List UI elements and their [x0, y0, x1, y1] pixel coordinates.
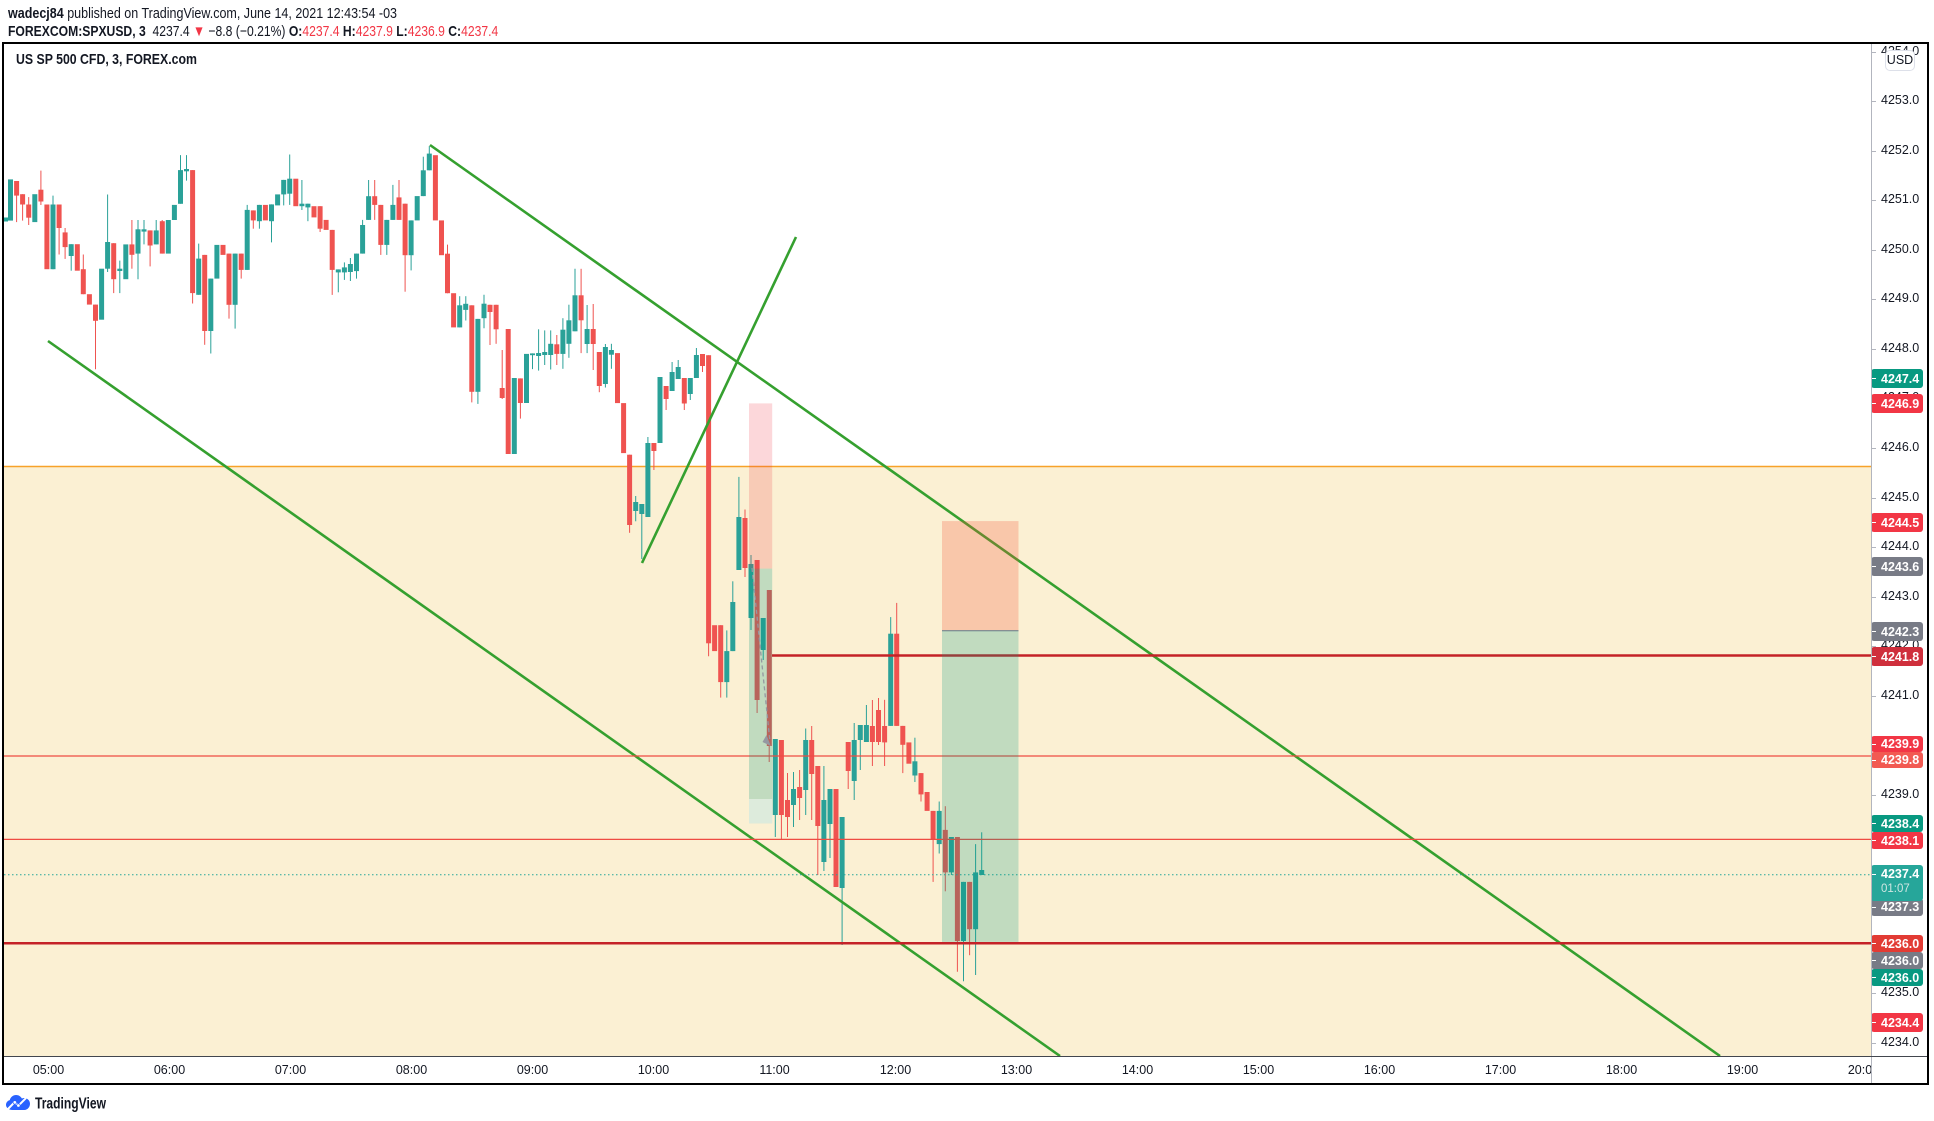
- svg-text:TradingView: TradingView: [35, 1096, 107, 1113]
